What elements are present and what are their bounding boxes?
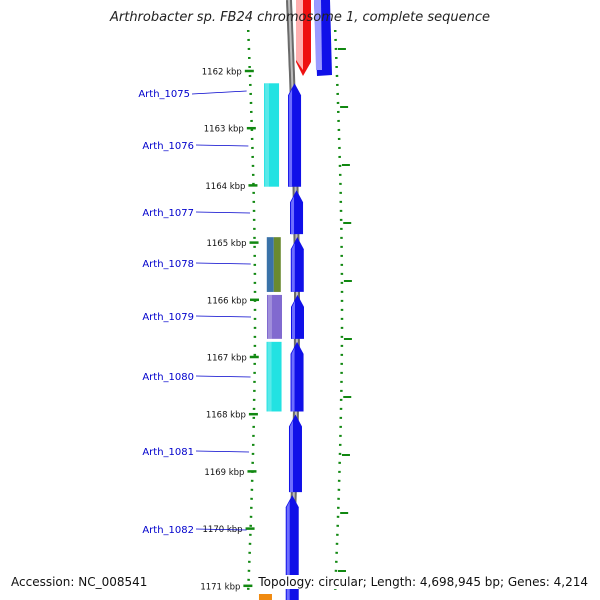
gene-label-leader bbox=[195, 144, 249, 147]
outer-dotted-ring bbox=[333, 29, 344, 595]
gene-arrow-highlight bbox=[291, 347, 295, 412]
gene-label-arth_1076: Arth_1076 bbox=[142, 141, 194, 152]
scale-tick-label: 1168 kbp bbox=[206, 411, 246, 421]
gene-label-leader bbox=[195, 315, 252, 318]
topology-summary: Topology: circular; Length: 4,698,945 bp… bbox=[256, 575, 590, 589]
cog-block-highlight bbox=[267, 341, 272, 412]
gene-label-leader bbox=[195, 211, 251, 214]
scale-tick-label: 1166 kbp bbox=[207, 296, 247, 306]
scale-tick-label: 1169 kbp bbox=[204, 468, 244, 478]
gene-label-leader bbox=[195, 262, 251, 265]
gene-arrow-highlight bbox=[289, 89, 293, 187]
cog-block-arth_1080 bbox=[266, 341, 282, 412]
gene-label-leader bbox=[195, 375, 251, 378]
cog-block-arth_1079 bbox=[266, 294, 282, 339]
gene-label-arth_1082: Arth_1082 bbox=[142, 525, 194, 536]
scale-tick-label: 1171 kbp bbox=[200, 582, 240, 592]
cog-block-arth_1075 bbox=[264, 83, 280, 187]
gene-label-arth_1075: Arth_1075 bbox=[138, 89, 190, 100]
inner-dotted-ring bbox=[246, 29, 257, 595]
gene-block-neighbor-blue-highlight bbox=[314, 0, 322, 70]
cog-block-neighbor-orange bbox=[258, 594, 272, 600]
gene-label-arth_1077: Arth_1077 bbox=[142, 208, 194, 219]
gene-track bbox=[285, 0, 332, 600]
scale-tick-label: 1162 kbp bbox=[202, 68, 242, 78]
gene-label-arth_1078: Arth_1078 bbox=[142, 259, 194, 270]
scale-tick-label: 1163 kbp bbox=[204, 125, 244, 135]
gene-labels: Arth_1075 Arth_1076 Arth_1077 Arth_1078 Arth… bbox=[138, 89, 252, 536]
scale-tick-label: 1170 kbp bbox=[203, 525, 243, 535]
gene-label-leader bbox=[195, 450, 250, 453]
gene-arrow-neighbor-red-highlight bbox=[296, 0, 303, 70]
map-title: Arthrobacter sp. FB24 chromosome 1, comp… bbox=[109, 10, 491, 25]
cog-block-highlight bbox=[265, 83, 270, 187]
scale-tick-label: 1167 kbp bbox=[207, 354, 247, 364]
gene-arrow-highlight bbox=[291, 196, 295, 235]
accession-text: Accession: NC_008541 bbox=[9, 575, 150, 589]
scale-ticks: 1162 kbp 1163 kbp 1164 kbp 1165 kbp 1166 kbp… bbox=[200, 68, 259, 592]
cog-block-arth_1078-b bbox=[273, 237, 281, 292]
gene-arrow-highlight bbox=[289, 420, 293, 493]
cog-block-arth_1078 bbox=[266, 237, 274, 292]
gene-label-arth_1081: Arth_1081 bbox=[142, 447, 194, 458]
cog-block-highlight bbox=[267, 294, 272, 339]
gene-label-leader bbox=[191, 90, 247, 95]
cog-track bbox=[258, 83, 282, 600]
gene-label-leader bbox=[195, 528, 247, 531]
gene-arrow-highlight bbox=[291, 300, 295, 339]
dotted-ring-guides bbox=[246, 29, 352, 595]
gene-label-arth_1079: Arth_1079 bbox=[142, 312, 194, 323]
scale-tick-label: 1164 kbp bbox=[205, 182, 245, 192]
gene-label-arth_1080: Arth_1080 bbox=[142, 372, 194, 383]
scale-tick-label: 1165 kbp bbox=[206, 239, 246, 249]
gene-arrow-highlight bbox=[291, 243, 295, 292]
